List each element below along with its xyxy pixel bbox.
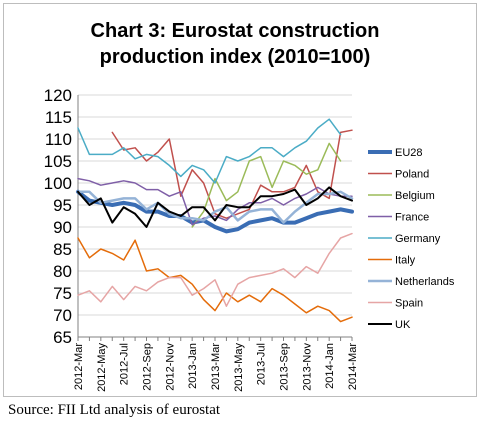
- x-tick-label: 2012-Mar: [73, 343, 85, 390]
- y-tick-label: 75: [53, 284, 72, 303]
- legend-label: EU28: [395, 147, 423, 159]
- chart-frame: [3, 3, 477, 397]
- y-tick-label: 65: [53, 328, 72, 347]
- series-line-uk: [77, 186, 353, 228]
- x-tick-label: 2013-Sep: [279, 343, 291, 391]
- legend-label: UK: [395, 319, 411, 331]
- legend-label: France: [395, 212, 429, 224]
- x-tick-label: 2013-Jan: [187, 343, 199, 389]
- series-line-poland: [111, 129, 353, 219]
- y-tick-label: 85: [53, 240, 72, 259]
- series-line-italy: [77, 237, 353, 323]
- x-tick-label: 2013-Jul: [256, 343, 268, 385]
- y-tick-label: 120: [44, 86, 72, 105]
- y-tick-label: 105: [44, 152, 72, 171]
- series-line-france: [77, 177, 353, 226]
- x-tick-label: 2013-May: [233, 343, 245, 392]
- y-tick-label: 115: [45, 108, 72, 127]
- legend-label: Germany: [395, 233, 441, 245]
- line-chart: 65 70 75 80 85 90 95 100 105 110 115 120 2012-Mar 201…: [44, 86, 455, 392]
- y-tick-label: 100: [44, 174, 72, 193]
- legend-label: Belgium: [395, 190, 435, 202]
- series-line-germany: [77, 118, 342, 184]
- y-tick-label: 80: [53, 262, 72, 281]
- series-line-eu28: [76, 189, 354, 234]
- series-line-spain: [77, 232, 353, 307]
- x-tick-label: 2012-May: [96, 343, 108, 392]
- legend-label: Poland: [395, 169, 429, 181]
- x-tick-label: 2013-Mar: [210, 343, 222, 390]
- x-tick-label: 2014-Mar: [347, 343, 359, 390]
- x-tick-label: 2014-Jan: [324, 343, 336, 389]
- chart-title: Chart 3: Eurostat construction productio…: [90, 20, 380, 68]
- source-note: Source: FII Ltd analysis of eurostat: [8, 402, 221, 418]
- series-line-belgium: [191, 142, 342, 228]
- x-tick-label: 2012-Sep: [142, 343, 154, 391]
- y-tick-label: 110: [45, 130, 72, 149]
- series-line-netherlands: [76, 190, 354, 224]
- x-tick-label: 2013-Nov: [301, 343, 313, 391]
- legend-label: Spain: [395, 298, 423, 310]
- legend-label: Netherlands: [395, 276, 455, 288]
- y-tick-label: 95: [53, 196, 72, 215]
- y-tick-label: 90: [53, 218, 72, 237]
- legend-label: Italy: [395, 255, 416, 267]
- x-tick-label: 2012-Jul: [119, 343, 131, 385]
- x-tick-label: 2012-Nov: [164, 343, 176, 391]
- y-tick-label: 70: [53, 306, 72, 325]
